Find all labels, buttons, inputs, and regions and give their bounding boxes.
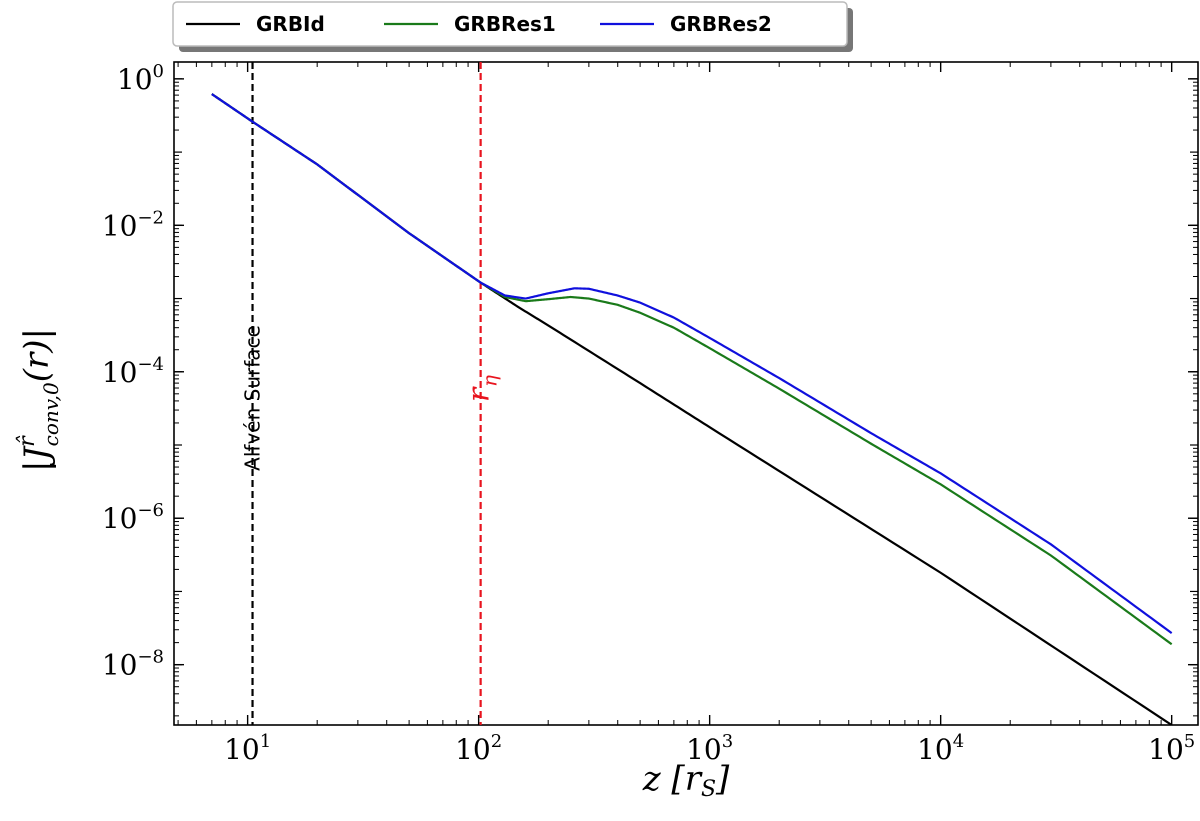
y-tick-label: 10−8 (102, 647, 164, 682)
reference-lines (251, 62, 482, 725)
legend-label-grbres1: GRBRes1 (454, 12, 556, 36)
legend-box (172, 1, 848, 47)
y-tick-label: 10−6 (102, 500, 164, 535)
plot-frame (173, 61, 1199, 726)
series-line-grbid (211, 93, 1173, 725)
legend: GRBId GRBRes1 GRBRes2 (172, 1, 853, 52)
legend-label-grbid: GRBId (256, 12, 325, 36)
r-eta-glyph: r (462, 386, 497, 402)
series-line-grbres2 (211, 93, 1173, 634)
x-tick-label: 105 (1148, 731, 1195, 766)
x-tick-label: 102 (455, 731, 502, 766)
y-tick-label: 100 (117, 61, 164, 96)
y-tick-label: 10−2 (102, 207, 164, 242)
x-tick-label: 104 (917, 731, 964, 766)
r-eta-subscript: η (478, 375, 502, 387)
series-lines (211, 93, 1173, 725)
x-tick-labels: 101 102 103 104 105 (224, 731, 1195, 766)
y-axis-title: |Jr̂conv,0(r)| (15, 328, 63, 472)
y-tick-label: 10−4 (102, 354, 164, 389)
alfven-surface-label: Alfvén Surface (241, 325, 265, 471)
major-ticks (174, 62, 1198, 725)
series-line-grbres1 (211, 93, 1173, 646)
r-eta-label: r_ηrη (462, 375, 502, 402)
x-tick-label: 101 (224, 731, 271, 766)
x-axis-title: z [rS] (642, 759, 730, 802)
legend-label-grbres2: GRBRes2 (670, 12, 772, 36)
reference-line-labels: Alfvén Surface r_ηrη (241, 325, 502, 471)
y-tick-labels: 100 10−2 10−4 10−6 10−8 (102, 61, 164, 682)
x-tick-label: 103 (686, 731, 733, 766)
minor-ticks (174, 62, 1198, 725)
